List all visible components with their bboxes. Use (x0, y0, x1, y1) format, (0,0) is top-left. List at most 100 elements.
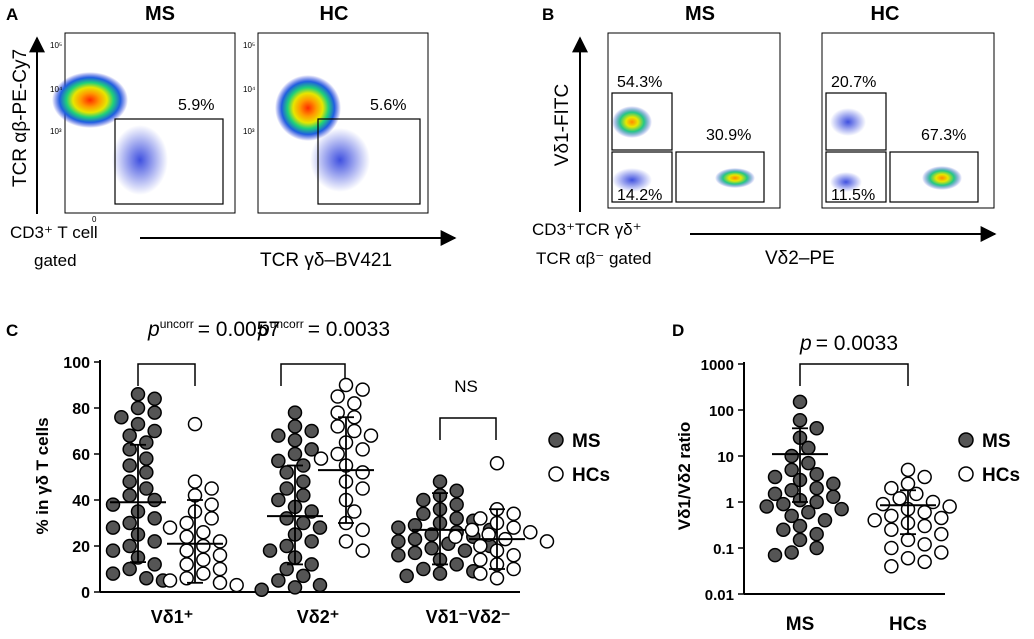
panel-c-point-1-20 (162, 573, 178, 588)
flow-plot-b-hc: 20.7% 67.3% 11.5% (821, 32, 995, 209)
flow-tick-a-ms-2: 10⁴ (50, 85, 63, 94)
panel-c-point-5-15 (473, 552, 488, 568)
flow-gate-b-ms-vd2 (675, 151, 765, 203)
panel-d-label: D (672, 321, 684, 340)
panel-c-point-4-11 (391, 520, 406, 535)
flow-cloud-a-ms-tail (112, 125, 168, 195)
panel-c-point-4-16 (407, 531, 423, 547)
panel-c-point-5-5 (506, 520, 521, 535)
panel-c-point-2-28 (312, 577, 328, 593)
panel-c-ns: NS (454, 377, 478, 396)
panel-c-point-1-13 (179, 543, 194, 558)
panel-d-point-0-1 (792, 412, 808, 428)
panel-c-ytick-5: 100 (63, 355, 90, 372)
panel-d-ytick-1: 0.1 (713, 541, 734, 558)
flow-pct-b-hc-dn: 11.5% (831, 187, 875, 204)
panel-c-ylabel: % in γδ T cells (33, 417, 52, 534)
panel-d-point-0-2 (809, 421, 824, 436)
panel-c-point-1-21 (212, 575, 228, 591)
flow-pct-b-hc-vd2: 67.3% (921, 127, 966, 144)
flow-gate-b-ms-vd1 (611, 92, 673, 151)
panel-c-point-5-6 (464, 522, 480, 538)
panel-c-point-4-26 (416, 561, 431, 577)
flow-tick-a-hc-3: 10³ (243, 127, 255, 136)
flow-cloud-a-hc-ab (275, 75, 341, 141)
panel-d-point-0-13 (784, 483, 799, 498)
panel-c-point-1-2 (204, 481, 219, 496)
panel-c-point-3-6 (330, 419, 345, 434)
panel-c-p-left-prefix: p (147, 318, 160, 341)
panel-d-point-0-25 (776, 522, 791, 537)
panel-c-point-0-2 (130, 400, 146, 416)
panel-c-point-0-8 (139, 435, 154, 450)
panel-c-point-3-16 (355, 481, 370, 496)
panel-d-point-1-22 (900, 550, 916, 566)
panel-d-point-1-17 (934, 526, 949, 542)
panel-c-point-1-22 (229, 577, 244, 593)
panel-c-point-0-13 (122, 474, 137, 489)
panel-d-point-1-23 (917, 554, 932, 570)
panel-c-point-2-10 (296, 474, 311, 489)
flow-cloud-b-hc-vd2 (922, 166, 962, 190)
panel-c-point-3-2 (330, 389, 345, 404)
panel-a-gate-note-1: CD3⁺ T cell (10, 223, 98, 242)
panel-c-point-4-10 (407, 518, 423, 533)
panel-b-group-hc: HC (871, 3, 900, 25)
flow-pct-a-ms: 5.9% (178, 97, 214, 114)
panel-c-point-3-10 (355, 442, 370, 457)
panel-c-point-0-3 (147, 405, 162, 420)
panel-c-point-0-15 (122, 488, 137, 503)
panel-c-point-1-8 (162, 520, 178, 535)
panel-d-xtick-0: MS (786, 614, 815, 635)
panel-b-xlabel: Vδ2–PE (765, 248, 835, 269)
panel-c-point-5-17 (506, 561, 521, 577)
panel-c-point-0-21 (105, 520, 121, 535)
panel-c-ytick-1: 20 (72, 539, 90, 556)
panel-c-legend: MS HCs (548, 431, 610, 486)
panel-c-legend-hc-marker (548, 466, 564, 482)
panel-c-point-2-18 (312, 520, 328, 535)
panel-c-point-1-19 (179, 570, 194, 586)
flow-gate-a-hc (317, 118, 421, 205)
panel-c-point-3-18 (347, 504, 362, 519)
panel-c-point-2-27 (271, 573, 286, 588)
panel-d-point-1-16 (884, 522, 899, 537)
panel-c-ytick-3: 60 (72, 447, 90, 464)
panel-c-point-1-10 (179, 529, 194, 545)
panel-c-point-2-21 (279, 538, 294, 554)
panel-c-point-5-12 (473, 538, 488, 554)
flow-plot-a-ms: 5.9% 10⁵ 10⁴ 10³ 0 (50, 32, 236, 224)
flow-cloud-a-ms-ab (52, 72, 128, 128)
panel-c-point-1-0 (187, 416, 203, 432)
panel-c-point-0-5 (130, 416, 146, 432)
panel-c-point-4-7 (449, 511, 464, 526)
panel-c-point-3-4 (330, 405, 345, 420)
panel-d-point-0-14 (767, 486, 783, 502)
panel-c-bracket-2 (280, 363, 346, 386)
panel-c-point-0-24 (122, 538, 137, 554)
panel-c-p-mid: puncorr = 0.0033 (257, 317, 390, 341)
panel-c-point-2-9 (279, 465, 294, 480)
panel-c-point-3-21 (338, 534, 354, 549)
panel-d-point-1-8 (942, 499, 957, 514)
panel-c-point-2-26 (296, 568, 311, 584)
panel-c-point-1-14 (212, 547, 228, 563)
panel-d-point-1-15 (917, 518, 932, 534)
flow-pct-b-ms-vd2: 30.9% (706, 127, 751, 144)
panel-c-point-4-14 (424, 527, 439, 542)
panel-b-gate-note-2: TCR αβ⁻ gated (536, 249, 652, 268)
panel-c-point-0-20 (122, 515, 137, 531)
panel-c-point-4-6 (416, 506, 431, 522)
panel-d-point-1-10 (917, 504, 932, 520)
panel-c-point-5-0 (489, 455, 505, 471)
panel-a: A MS HC TCR αβ-PE-Cy7 5.9% 10⁵ 10⁴ 10³ 0… (6, 3, 457, 271)
panel-c-ytick-2: 40 (72, 493, 90, 510)
flow-pct-a-hc: 5.6% (370, 97, 406, 114)
panel-c-point-0-4 (114, 409, 129, 425)
panel-c-point-2-22 (262, 543, 278, 558)
flow-gate-b-ms-dn (611, 151, 673, 203)
panel-a-ylabel: TCR αβ-PE-Cy7 (10, 49, 31, 187)
panel-d-p-prefix: p (799, 332, 812, 355)
panel-c-point-3-0 (338, 377, 354, 393)
panel-d-point-0-8 (809, 467, 824, 482)
